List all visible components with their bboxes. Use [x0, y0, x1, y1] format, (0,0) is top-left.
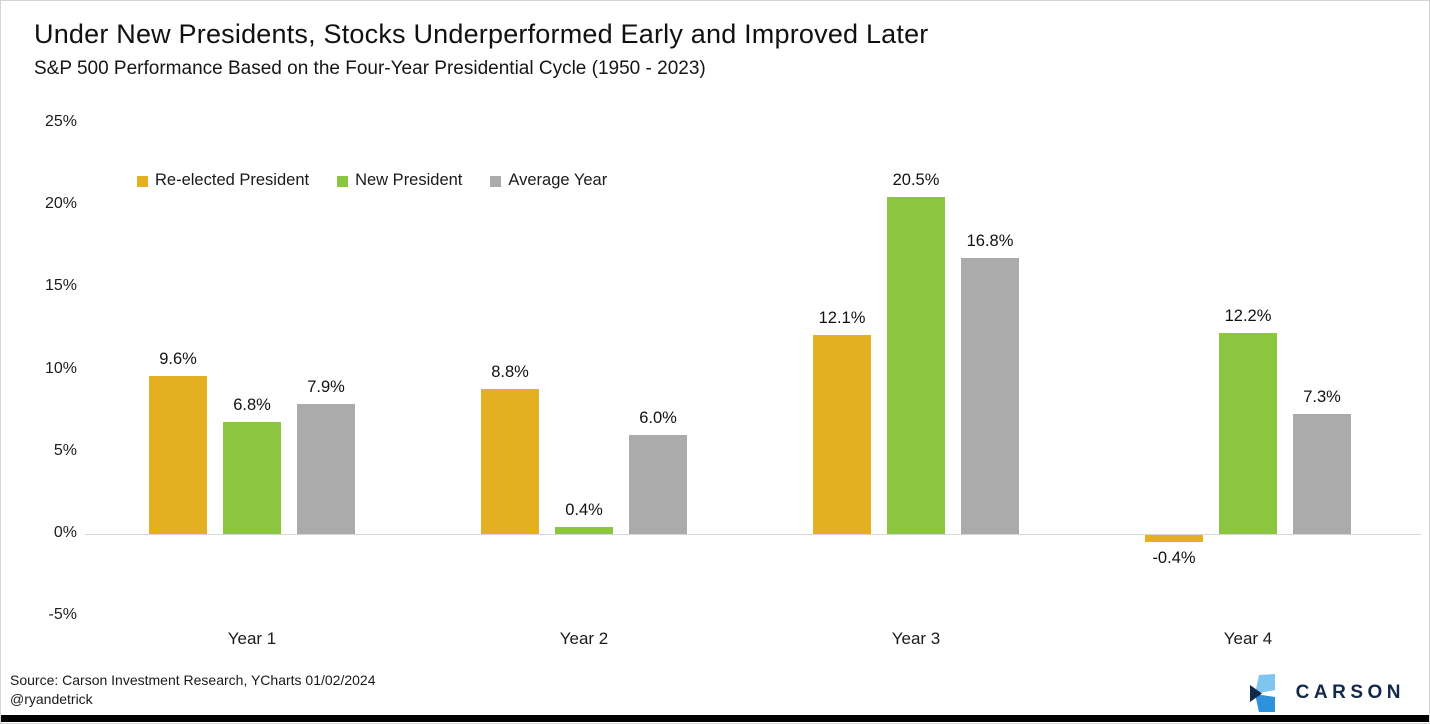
x-axis-category-year-3: Year 3: [891, 629, 941, 648]
value-label-new-president-year-4: 12.2%: [1224, 307, 1272, 326]
legend-swatch-icon: [137, 176, 148, 187]
chart-legend: Re-elected President New President Average…: [137, 171, 607, 190]
legend-item-new-president: New President: [337, 171, 462, 190]
chart-title: Under New Presidents, Stocks Underperfor…: [34, 19, 929, 49]
value-label-re-elected-president-year-2: 8.8%: [491, 363, 529, 382]
y-axis-tick-10: 10%: [44, 359, 77, 377]
source-text: Source: Carson Investment Research, YCha…: [10, 672, 376, 688]
author-handle: @ryandetrick: [10, 691, 93, 707]
legend-label: New President: [355, 171, 463, 189]
bar-new-president-year-2: [555, 527, 613, 534]
carson-wordmark: CARSON: [1295, 681, 1405, 703]
carson-chevron-icon: [1249, 674, 1275, 712]
bar-average-year-year-2: [629, 435, 687, 534]
bar-new-president-year-4: [1219, 333, 1277, 534]
value-label-re-elected-president-year-3: 12.1%: [818, 309, 866, 328]
bar-average-year-year-4: [1293, 413, 1351, 534]
bar-average-year-year-3: [961, 257, 1019, 534]
bar-re-elected-president-year-4: [1145, 535, 1203, 542]
zero-baseline: [85, 534, 1421, 535]
value-label-new-president-year-1: 6.8%: [233, 396, 271, 415]
y-axis-tick-5: 5%: [53, 441, 77, 459]
x-axis-category-year-1: Year 1: [227, 629, 277, 648]
value-label-average-year-year-3: 16.8%: [966, 231, 1014, 250]
legend-item-average-year: Average Year: [490, 171, 607, 190]
y-axis-tick--5: -5%: [48, 606, 77, 624]
legend-swatch-icon: [337, 176, 349, 187]
chart-subtitle: S&P 500 Performance Based on the Four-Ye…: [34, 58, 706, 79]
value-label-new-president-year-2: 0.4%: [565, 501, 603, 520]
value-label-re-elected-president-year-1: 9.6%: [159, 350, 197, 369]
value-label-average-year-year-2: 6.0%: [639, 409, 677, 428]
y-axis-tick-25: 25%: [44, 113, 77, 130]
x-axis-category-year-2: Year 2: [559, 629, 609, 648]
legend-label: Average Year: [508, 171, 608, 189]
value-label-average-year-year-4: 7.3%: [1303, 387, 1341, 406]
y-axis-tick-0: 0%: [53, 524, 77, 541]
bottom-divider-bar: [1, 715, 1429, 722]
value-label-average-year-year-1: 7.9%: [307, 378, 345, 397]
bar-new-president-year-3: [887, 196, 945, 534]
legend-label: Re-elected President: [155, 171, 310, 189]
bar-re-elected-president-year-1: [149, 376, 207, 534]
bar-new-president-year-1: [223, 422, 281, 534]
legend-swatch-icon: [490, 176, 502, 187]
bar-re-elected-president-year-2: [481, 389, 539, 534]
x-axis-category-year-4: Year 4: [1223, 629, 1273, 648]
legend-item-re-elected-president: Re-elected President: [137, 171, 309, 190]
value-label-re-elected-president-year-4: -0.4%: [1152, 548, 1196, 567]
value-label-new-president-year-3: 20.5%: [892, 170, 940, 189]
y-axis-tick-20: 20%: [44, 195, 77, 213]
carson-logo: CARSON: [1249, 673, 1405, 712]
bar-average-year-year-1: [297, 404, 355, 534]
bar-re-elected-president-year-3: [813, 335, 871, 534]
y-axis-tick-15: 15%: [44, 277, 77, 295]
